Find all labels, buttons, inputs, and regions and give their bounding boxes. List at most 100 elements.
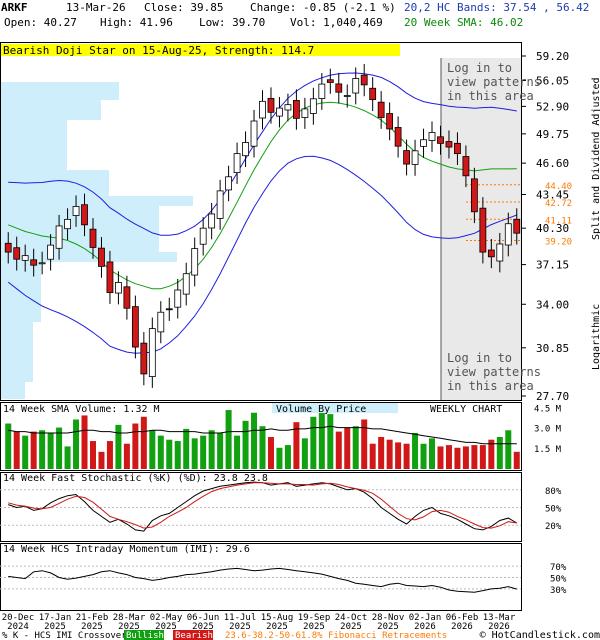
volume-bar (217, 432, 224, 469)
bullish-candle (199, 227, 207, 245)
lower-hc-band-line (7, 155, 517, 354)
imi-tick-label: 50% (550, 575, 567, 585)
volume-bar (98, 451, 105, 469)
bullish-candle (55, 225, 63, 249)
login-note-bottom: Log in to (447, 351, 512, 365)
x-tick-year: 2024 (7, 622, 29, 632)
x-tick-label: 13-Mar (483, 613, 516, 623)
x-tick-year: 2025 (44, 622, 66, 632)
bullish-candle (208, 213, 216, 229)
volume-bar (378, 437, 385, 469)
volume-bar (420, 443, 427, 469)
volume-bar (225, 410, 232, 469)
symbol: ARKF (1, 1, 28, 14)
bullish-candle (411, 150, 419, 165)
volume-bar (479, 445, 486, 469)
bearish-candle (131, 306, 139, 348)
volume-bar (386, 439, 393, 469)
bearish-candle (454, 142, 461, 155)
bullish-candle (242, 142, 249, 157)
bullish-candle (428, 132, 436, 141)
bearish-candle (30, 259, 38, 266)
volume-bar (403, 443, 410, 469)
fibonacci-label: 39.20 (545, 238, 572, 248)
volume-bar (318, 412, 325, 469)
imi-label: 14 Week HCS Intraday Momentum (IMI): 29.… (3, 544, 250, 555)
volume-bar (293, 422, 300, 469)
fibonacci-label: 44.40 (545, 182, 572, 192)
volume-bar (513, 451, 520, 469)
login-note-top: view patterns (447, 75, 541, 89)
fibonacci-label: 41.11 (545, 216, 572, 226)
price-tick-label: 49.75 (536, 128, 569, 141)
bearish-candle (369, 87, 377, 101)
login-note-top: Log in to (447, 61, 512, 75)
bearish-candle (81, 204, 88, 226)
bearish-candle (437, 136, 444, 144)
volume-bar (361, 419, 368, 469)
fibonacci-label: 42.72 (545, 199, 572, 209)
bullish-candle (504, 223, 512, 246)
bearish-candle (165, 308, 173, 311)
volume-bar (89, 441, 96, 469)
volume-bar (13, 431, 20, 469)
bullish-candle (276, 107, 283, 117)
volume-sma-line (8, 425, 517, 445)
sma-value: 20 Week SMA: 46.02 (404, 16, 524, 29)
price-tick-label: 30.85 (536, 342, 569, 355)
bearish-candle (377, 101, 385, 118)
volume-tick-label: 4.5 M (534, 404, 562, 414)
volume-bar (157, 435, 164, 469)
volume-by-price-bar (1, 252, 177, 262)
login-note-top: in this area (447, 89, 534, 103)
low-value: Low: 39.70 (199, 16, 266, 29)
imi-tick-label: 70% (550, 563, 567, 573)
volume-bar (140, 416, 147, 469)
bullish-candle (182, 273, 190, 295)
x-tick-year: 2026 (451, 622, 473, 632)
volume-bar (30, 431, 37, 469)
volume-bar (445, 445, 452, 469)
volume-by-price-bar (1, 322, 33, 382)
price-tick-label: 56.05 (536, 74, 569, 87)
volume-bar (251, 412, 258, 469)
price-tick-label: 27.70 (536, 390, 569, 403)
bullish-candle (496, 243, 504, 262)
bullish-candle (72, 206, 80, 216)
imi-line (8, 567, 517, 593)
bullish-candle (47, 244, 55, 260)
volume-bar (344, 427, 351, 469)
legend-bullish-swatch (124, 630, 164, 640)
vbp-label: Volume By Price (276, 404, 366, 415)
x-tick-year: 2025 (340, 622, 362, 632)
volume-bar (505, 430, 512, 469)
volume-bar (488, 439, 495, 469)
upper-hc-band-line (8, 72, 517, 236)
x-tick-year: 2025 (81, 622, 103, 632)
bearish-candle (394, 127, 402, 147)
volume-bar (284, 445, 291, 469)
volume-bar (191, 438, 198, 469)
bullish-candle (420, 139, 427, 147)
bearish-candle (89, 228, 97, 248)
high-value: High: 41.96 (100, 16, 173, 29)
copyright: © HotCandlestick.com (480, 630, 600, 640)
bullish-candle (318, 83, 326, 99)
volume-by-price-bar (1, 196, 193, 206)
volume-value: Vol: 1,040,469 (290, 16, 383, 29)
x-tick-label: 19-Sep (298, 613, 331, 623)
bearish-candle (462, 156, 470, 177)
volume-sma-label: 14 Week SMA Volume: 1.32 M (3, 404, 160, 415)
volume-bar (429, 438, 436, 469)
x-tick-year: 2025 (192, 622, 214, 632)
volume-bar (259, 426, 266, 469)
volume-bar (234, 435, 241, 469)
volume-bar (471, 445, 478, 469)
volume-tick-label: 1.5 M (534, 445, 562, 455)
legend-fibonacci: 23.6-38.2-50-61.8% Fibonacci Retracement… (225, 631, 447, 640)
volume-by-price-bar (1, 100, 101, 120)
pattern-banner-text: Bearish Doji Star on 15-Aug-25, Strength… (3, 44, 314, 57)
x-tick-year: 2026 (488, 622, 510, 632)
volume-bar (166, 439, 173, 469)
